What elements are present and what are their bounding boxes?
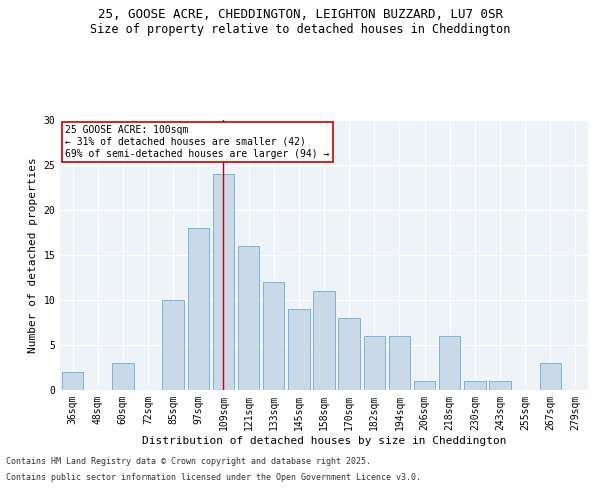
Y-axis label: Number of detached properties: Number of detached properties — [28, 157, 38, 353]
Text: Size of property relative to detached houses in Cheddington: Size of property relative to detached ho… — [90, 22, 510, 36]
Text: 25, GOOSE ACRE, CHEDDINGTON, LEIGHTON BUZZARD, LU7 0SR: 25, GOOSE ACRE, CHEDDINGTON, LEIGHTON BU… — [97, 8, 503, 20]
Bar — [112, 363, 134, 390]
Bar — [490, 381, 511, 390]
Bar — [364, 336, 385, 390]
Bar — [213, 174, 234, 390]
Bar — [464, 381, 485, 390]
Bar — [263, 282, 284, 390]
Bar — [163, 300, 184, 390]
Bar — [238, 246, 259, 390]
Bar — [188, 228, 209, 390]
Text: Contains public sector information licensed under the Open Government Licence v3: Contains public sector information licen… — [6, 472, 421, 482]
Text: Contains HM Land Registry data © Crown copyright and database right 2025.: Contains HM Land Registry data © Crown c… — [6, 458, 371, 466]
X-axis label: Distribution of detached houses by size in Cheddington: Distribution of detached houses by size … — [142, 436, 506, 446]
Bar — [439, 336, 460, 390]
Bar — [338, 318, 360, 390]
Bar — [414, 381, 435, 390]
Bar — [539, 363, 561, 390]
Bar — [288, 309, 310, 390]
Bar — [313, 291, 335, 390]
Text: 25 GOOSE ACRE: 100sqm
← 31% of detached houses are smaller (42)
69% of semi-deta: 25 GOOSE ACRE: 100sqm ← 31% of detached … — [65, 126, 329, 158]
Bar — [62, 372, 83, 390]
Bar — [389, 336, 410, 390]
